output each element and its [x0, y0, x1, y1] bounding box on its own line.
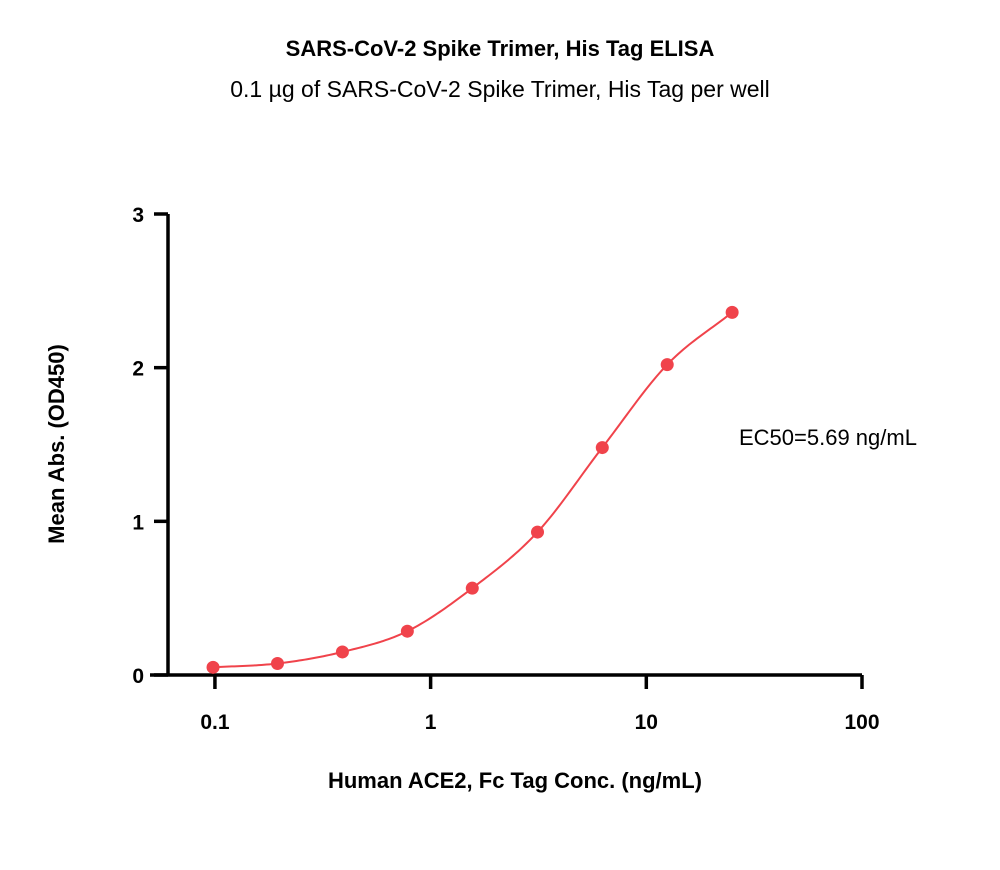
data-point — [531, 525, 545, 539]
y-axis-label: Mean Abs. (OD450) — [44, 344, 69, 544]
y-tick-label: 3 — [132, 204, 144, 227]
data-point — [206, 660, 220, 674]
x-tick-label: 0.1 — [200, 711, 230, 734]
data-point — [400, 624, 414, 638]
x-tick-label: 1 — [425, 711, 437, 734]
x-tick-label: 10 — [635, 711, 658, 734]
y-tick-label: 0 — [132, 665, 144, 688]
x-axis-label: Human ACE2, Fc Tag Conc. (ng/mL) — [328, 768, 702, 793]
y-tick-label: 2 — [132, 358, 144, 381]
y-tick-label: 1 — [132, 511, 144, 534]
fit-curve-layer — [212, 311, 733, 669]
fit-curve — [212, 311, 733, 669]
ec50-annotation: EC50=5.69 ng/mL — [739, 425, 917, 450]
data-point — [270, 656, 284, 670]
axes: 0 1 2 3 0.1 1 10 100 — [132, 204, 879, 734]
chart-subtitle: 0.1 µg of SARS-CoV-2 Spike Trimer, His T… — [230, 76, 770, 102]
data-point — [465, 581, 479, 595]
data-point — [595, 441, 609, 455]
x-tick-label: 100 — [844, 711, 879, 734]
data-point — [335, 645, 349, 659]
data-points-layer — [206, 305, 739, 674]
chart-title: SARS-CoV-2 Spike Trimer, His Tag ELISA — [285, 36, 715, 61]
data-point — [660, 358, 674, 372]
data-point — [725, 305, 739, 319]
